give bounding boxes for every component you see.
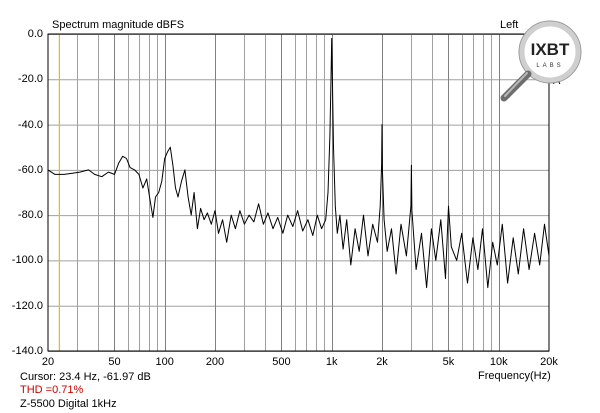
x-tick-label: 2k [376,356,388,368]
x-tick-label: 500 [272,356,291,368]
logo-wordmark: IXBT [531,40,570,59]
x-tick-label: 5k [442,356,455,368]
channel-label: Left [500,19,519,31]
y-tick-label: -120.0 [11,299,43,312]
x-tick-label: 200 [205,356,225,368]
spectrum-line [47,38,550,289]
x-tick-label: 10k [489,356,508,368]
x-axis-label: Frequency(Hz) [478,370,551,382]
y-tick-label: -20.0 [17,73,43,86]
y-tick-label: -100.0 [11,254,43,267]
x-tick-label: 100 [155,356,174,368]
chart-title: Spectrum magnitude dBFS [52,19,185,31]
thd-readout: THD =0.71% [20,384,84,396]
cursor-readout: Cursor: 23.4 Hz, -61.97 dB [20,371,151,383]
measurement-caption: Z-5500 Digital 1kHz [20,398,117,410]
x-tick-label: 20k [540,356,558,368]
plot-frame [47,33,550,352]
logo-subtext: LABS [536,63,563,69]
y-tick-label: -40.0 [17,118,43,131]
y-tick-label: 0.0 [27,28,43,40]
grid [48,34,549,352]
x-tick-label: 50 [108,356,121,368]
x-tick-label: 20 [41,356,55,368]
y-tick-label: -80.0 [17,209,43,222]
x-tick-label: 1k [325,356,338,368]
ixbt-labs-logo: IXBT LABS [500,20,582,102]
y-tick-label: -140.0 [11,345,43,357]
y-tick-label: -60.0 [17,163,43,176]
spectrum-trace [47,38,550,289]
